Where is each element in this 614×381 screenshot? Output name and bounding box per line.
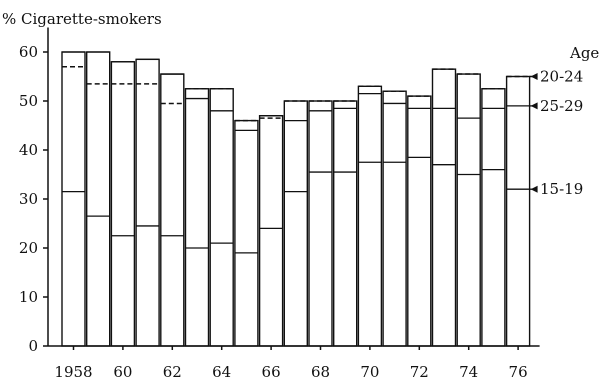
bar-1973 [431,68,457,347]
y-tick-label: 30 [19,190,38,208]
bar-outline [505,75,531,347]
bar-1964 [209,88,234,347]
bar-1963 [184,88,210,347]
bar-outline [85,51,111,347]
legend-arrowhead [530,73,538,80]
legend-title: Age [569,44,599,62]
y-axis-title: % Cigarette-smokers [2,10,162,28]
y-tick-label: 10 [19,288,38,306]
y-tick-label: 60 [19,43,38,61]
bar-1976 [505,75,531,347]
legend-label-25-29: 25-29 [540,97,583,115]
x-tick-label: 70 [360,363,379,381]
y-tick-label: 20 [19,239,38,257]
bar-1970 [357,85,383,347]
legend: Age 20-24 25-29 15-19 [529,44,599,198]
bars-group [61,51,531,347]
legend-label-20-24: 20-24 [540,68,583,86]
bar-1962 [160,73,185,347]
bar-1969 [333,100,358,347]
bar-outline [258,114,284,347]
bar-outline [481,88,506,347]
bar-1971 [382,90,407,347]
bar-1972 [407,95,432,347]
x-tick-label: 64 [212,363,231,381]
y-tick-label: 50 [19,92,38,110]
bar-1960 [110,61,136,347]
bar-1959 [85,51,111,347]
x-tick-label: 72 [410,363,429,381]
x-tick-label: 60 [113,363,132,381]
bar-outline [184,88,210,347]
legend-arrowhead [530,102,538,110]
bar-1958 [61,51,86,347]
bar-outline [234,119,259,347]
bar-outline [308,100,333,347]
x-tick-label: 1958 [54,363,92,381]
bar-outline [61,51,86,347]
bar-outline [456,73,481,347]
x-tick-label: 62 [163,363,182,381]
y-tick-label: 0 [28,337,38,355]
bar-1965 [234,119,259,347]
bar-outline [160,73,185,347]
x-tick-label: 68 [311,363,330,381]
bar-outline [407,95,432,347]
bar-outline [431,68,457,347]
bar-1974 [456,73,481,347]
bar-1968 [308,100,333,347]
bar-outline [110,61,136,347]
bar-1975 [481,88,506,347]
bar-outline [333,100,358,347]
bar-1961 [135,58,160,347]
bar-outline [209,88,234,347]
y-tick-label: 40 [19,141,38,159]
y-axis: 0 10 20 30 40 50 60 [19,27,49,355]
x-tick-label: 74 [459,363,478,381]
bar-outline [357,85,383,347]
bar-outline [283,100,308,347]
x-tick-label: 66 [262,363,281,381]
bar-outline [382,90,407,347]
bar-1967 [283,100,308,347]
x-axis: 1958 60 62 64 66 68 70 72 74 76 [48,345,540,381]
bar-1966 [258,114,284,347]
legend-label-15-19: 15-19 [540,180,583,198]
x-tick-label: 76 [509,363,528,381]
bar-outline [135,58,160,347]
legend-arrowhead [530,185,538,193]
